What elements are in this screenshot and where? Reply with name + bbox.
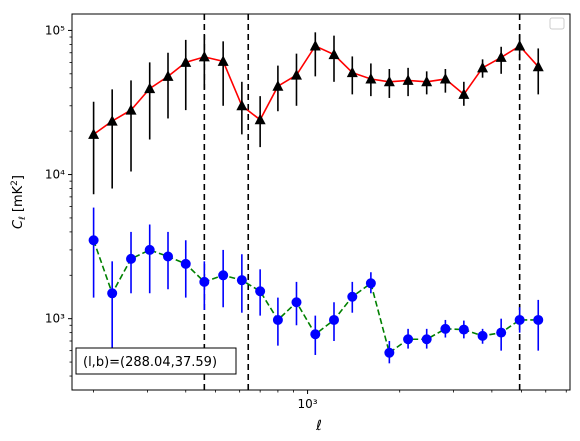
series-0-point-1 (106, 115, 118, 126)
series-0-point-22 (495, 51, 507, 62)
series-1-point-4 (163, 251, 174, 262)
y-tick-label-1: 10⁴ (45, 168, 65, 182)
series-0-point-3 (144, 82, 156, 94)
series-0-point-2 (125, 104, 137, 115)
series-1-point-8 (236, 275, 247, 286)
series-1-point-5 (180, 258, 191, 269)
series-1-point-0 (88, 235, 99, 246)
data-markers (88, 39, 544, 358)
series-0-point-20 (458, 88, 470, 99)
series-1-point-13 (329, 314, 340, 325)
x-axis-label: ℓ (315, 418, 322, 434)
series-0-point-8 (236, 99, 248, 111)
series-0-point-4 (162, 70, 174, 81)
axes-frame (71, 13, 571, 391)
series-0-point-24 (532, 60, 544, 72)
series-1-point-6 (199, 276, 210, 287)
series-0-point-16 (383, 75, 395, 87)
series-0-point-12 (309, 39, 321, 51)
y-tick-label-0: 10³ (45, 312, 65, 326)
series-1-point-20 (458, 324, 469, 335)
series-1-point-18 (421, 334, 432, 345)
series-0-point-17 (402, 74, 414, 85)
annotation-text: (l,b)=(288.04,37.59) (83, 355, 217, 370)
series-1-point-2 (126, 253, 137, 264)
series-1-point-23 (514, 314, 525, 325)
coordinate-annotation: (l,b)=(288.04,37.59) (75, 347, 237, 375)
x-axis-label-text: ℓ (315, 418, 322, 434)
series-1-point-9 (255, 286, 266, 297)
y-axis-label-text: Cℓ [mK2] (10, 175, 28, 229)
series-1-point-17 (403, 334, 414, 345)
series-0-point-19 (439, 73, 451, 84)
series-1-point-7 (218, 270, 229, 281)
x-tick-label-0: 10³ (298, 397, 318, 411)
series-0-point-0 (88, 128, 100, 139)
series-1-point-11 (291, 297, 302, 308)
axis-ticks: 10³ 10³ 10⁴ 10⁵ (45, 23, 567, 411)
series-0-point-14 (346, 66, 358, 78)
series-1-point-16 (384, 347, 395, 358)
series-0-point-23 (514, 39, 526, 51)
series-0-point-21 (477, 61, 489, 73)
series-1-point-24 (533, 314, 544, 325)
series-1-point-15 (365, 278, 376, 289)
series-0-point-15 (365, 73, 377, 84)
series-0-point-18 (421, 75, 433, 87)
y-tick-label-2: 10⁵ (45, 23, 65, 37)
series-1-point-3 (144, 244, 155, 255)
series-1-point-10 (272, 314, 283, 325)
y-axis-label: Cℓ [mK2] (10, 175, 28, 229)
series-0-point-9 (254, 113, 266, 125)
annotation-box (75, 347, 237, 375)
series-1-point-22 (496, 327, 507, 338)
series-0-point-13 (328, 48, 340, 60)
series-1-point-21 (477, 330, 488, 341)
legend-box (549, 17, 565, 30)
series-0-point-11 (290, 69, 302, 80)
series-1-point-14 (347, 291, 358, 302)
series-0-point-7 (217, 55, 229, 66)
series-1-point-12 (310, 329, 321, 340)
series-0-point-6 (198, 50, 210, 62)
series-0-point-5 (180, 56, 192, 67)
series-1-point-1 (107, 288, 118, 299)
series-0-point-10 (272, 80, 284, 91)
series-1-point-19 (440, 323, 451, 334)
